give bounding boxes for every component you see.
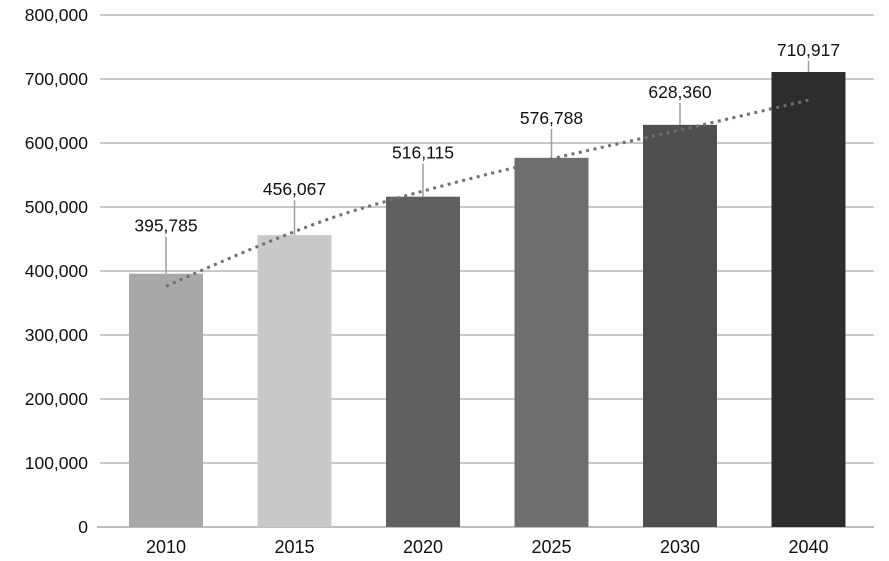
x-tick-label: 2040 bbox=[788, 537, 828, 557]
bar-value-label: 628,360 bbox=[648, 82, 712, 102]
bar-2015 bbox=[257, 235, 332, 527]
bar-value-label: 456,067 bbox=[263, 179, 326, 199]
y-tick-label: 0 bbox=[78, 517, 88, 537]
x-tick-label: 2025 bbox=[531, 537, 571, 557]
x-tick-label: 2020 bbox=[403, 537, 443, 557]
bar-2025 bbox=[514, 157, 589, 527]
y-tick-label: 600,000 bbox=[25, 133, 89, 153]
y-tick-label: 400,000 bbox=[25, 261, 89, 281]
y-tick-label: 700,000 bbox=[25, 69, 89, 89]
bar-value-label: 516,115 bbox=[392, 143, 454, 163]
bar-2010 bbox=[129, 273, 203, 527]
bar-2030 bbox=[643, 124, 717, 527]
x-tick-label: 2010 bbox=[146, 537, 186, 557]
y-tick-label: 300,000 bbox=[25, 325, 89, 345]
y-tick-label: 100,000 bbox=[25, 453, 89, 473]
x-tick-label: 2030 bbox=[660, 537, 700, 557]
x-tick-label: 2015 bbox=[274, 537, 314, 557]
y-tick-label: 800,000 bbox=[25, 5, 89, 25]
bar-value-label: 576,788 bbox=[520, 108, 583, 128]
y-tick-label: 200,000 bbox=[25, 389, 89, 409]
y-tick-label: 500,000 bbox=[25, 197, 89, 217]
bar-value-label: 395,785 bbox=[134, 216, 197, 236]
bar-2020 bbox=[386, 196, 460, 527]
bar-value-label: 710,917 bbox=[777, 40, 840, 60]
bar-2040 bbox=[771, 72, 846, 527]
